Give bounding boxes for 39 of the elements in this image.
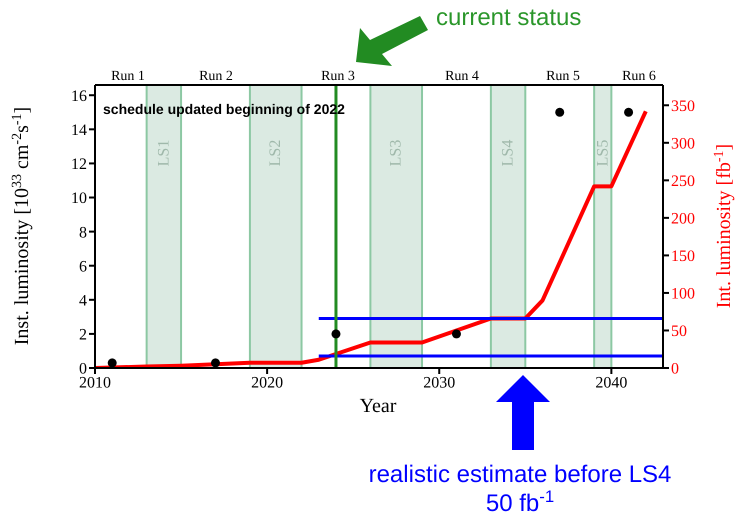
point xyxy=(331,329,340,338)
y-tick-label: 12 xyxy=(71,156,87,174)
text: Run 1 xyxy=(111,69,145,84)
point xyxy=(108,358,117,368)
point xyxy=(555,108,564,117)
band-label: LS4 xyxy=(500,140,517,166)
y2-tick-label: 300 xyxy=(671,135,695,152)
text: Run 6 xyxy=(622,69,656,84)
y-tick-label: 4 xyxy=(79,292,87,310)
x-tick-label: 2040 xyxy=(595,374,628,392)
y-tick-label: 14 xyxy=(71,122,87,140)
y2-tick-label: 150 xyxy=(671,248,695,266)
y2-tick-label: 200 xyxy=(671,210,695,228)
band-label: LS1 xyxy=(155,140,172,166)
text: Run 4 xyxy=(445,69,479,84)
band-label: LS3 xyxy=(388,140,405,166)
y-tick-label: 2 xyxy=(79,326,87,344)
band-label: LS2 xyxy=(267,140,284,166)
y-tick-label: 8 xyxy=(79,224,87,242)
text: current status xyxy=(436,4,582,31)
x-tick-label: 2030 xyxy=(423,374,456,392)
y2-tick-label: 350 xyxy=(671,98,695,115)
y2-tick-label: 0 xyxy=(671,360,679,378)
y-tick-label: 10 xyxy=(71,190,87,208)
text: realistic estimate before LS4 50 fb$^{-1}$ xyxy=(368,461,672,517)
text: Run 3 xyxy=(321,69,355,84)
text: Run 5 xyxy=(546,69,580,84)
x-tick-label: 2020 xyxy=(251,374,284,392)
point xyxy=(210,358,220,368)
y2-tick-label: 100 xyxy=(671,286,695,303)
x-axis-title: Year xyxy=(360,395,397,417)
y-tick-label: 6 xyxy=(79,258,87,276)
point xyxy=(624,108,634,117)
y-tick-label: 16 xyxy=(71,88,87,105)
y2-tick-label: 250 xyxy=(671,173,695,190)
text: Run 2 xyxy=(199,69,233,84)
band-label: LS5 xyxy=(594,140,612,166)
point xyxy=(452,329,461,338)
y2-tick-label: 50 xyxy=(671,323,687,340)
